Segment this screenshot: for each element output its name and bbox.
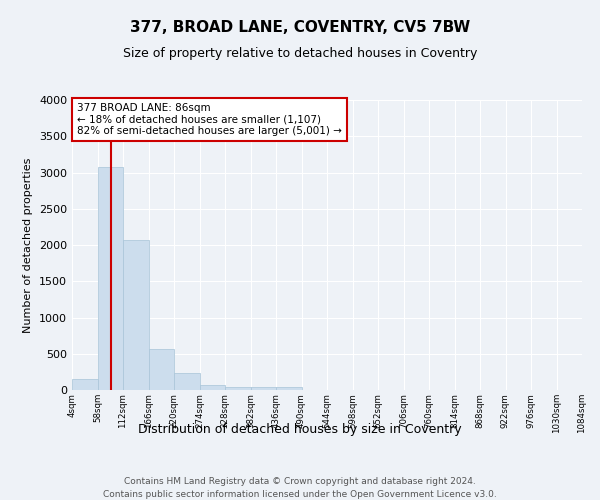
Bar (276, 387, 302, 390)
Bar (251, 387, 276, 390)
Bar (174, 374, 199, 390)
Bar (97, 167, 123, 390)
Text: 377 BROAD LANE: 86sqm
← 18% of detached houses are smaller (1,107)
82% of semi-d: 377 BROAD LANE: 86sqm ← 18% of detached … (77, 103, 342, 136)
Bar (225, 387, 251, 390)
Text: Contains HM Land Registry data © Crown copyright and database right 2024.: Contains HM Land Registry data © Crown c… (124, 478, 476, 486)
Text: Size of property relative to detached houses in Coventry: Size of property relative to detached ho… (123, 48, 477, 60)
Text: Contains public sector information licensed under the Open Government Licence v3: Contains public sector information licen… (103, 490, 497, 499)
Text: 377, BROAD LANE, COVENTRY, CV5 7BW: 377, BROAD LANE, COVENTRY, CV5 7BW (130, 20, 470, 35)
Bar (149, 350, 174, 390)
Bar (72, 379, 97, 390)
Y-axis label: Number of detached properties: Number of detached properties (23, 158, 34, 332)
Bar (200, 385, 225, 390)
Bar (123, 240, 149, 390)
Text: Distribution of detached houses by size in Coventry: Distribution of detached houses by size … (138, 422, 462, 436)
